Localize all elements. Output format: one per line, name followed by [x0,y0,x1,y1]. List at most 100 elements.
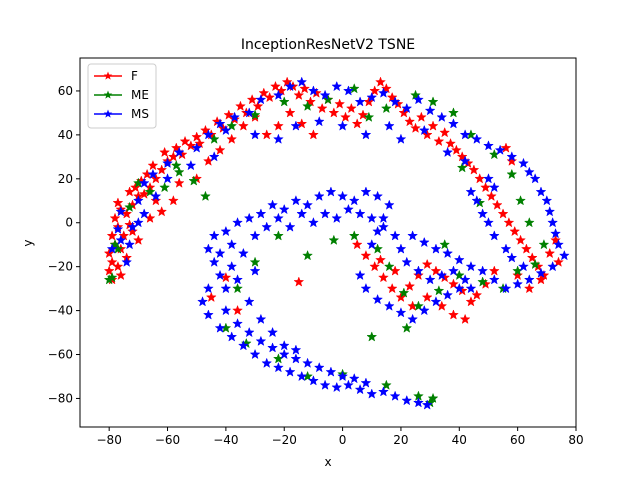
data-point-ms [354,383,366,395]
data-point-f [264,91,276,103]
data-point-f [226,133,238,144]
data-point-ms [395,243,407,254]
data-point-ms [465,282,477,294]
chart-legend: F ME MS [87,63,157,129]
data-point-me [302,249,314,261]
data-point-f [421,258,433,270]
data-point-ms [202,129,214,140]
data-point-ms [331,381,343,393]
data-point-f [465,296,477,307]
data-point-ms [208,151,220,162]
data-point-ms [307,85,319,96]
data-point-ms [383,199,395,210]
data-point-ms [132,195,144,206]
data-point-f [252,100,264,111]
legend-marker [103,71,113,80]
data-point-me [232,282,243,294]
data-point-f [375,76,386,87]
data-point-me [477,276,489,287]
data-point-f [103,265,115,276]
data-point-ms [413,265,424,276]
data-point-ms [413,94,424,105]
data-point-ms [471,133,483,144]
data-point-ms [488,274,500,285]
data-point-ms [500,282,512,294]
data-point-ms [325,186,337,197]
data-point-ms [243,212,255,223]
data-point-ms [272,133,284,144]
data-points-layer [103,76,570,410]
data-point-ms [500,243,512,254]
data-point-ms [383,300,395,311]
data-point-f [299,83,311,94]
legend-box [87,63,157,129]
data-point-ms [278,340,290,351]
data-point-ms [506,151,518,162]
data-point-f [515,234,526,245]
data-point-me [380,379,392,390]
data-point-f [296,118,308,129]
data-point-f [191,131,203,142]
data-point-ms [267,342,278,353]
data-point-f [159,146,171,158]
data-point-f [351,118,363,129]
data-point-ms [243,326,255,338]
legend-label: MS [131,107,149,121]
data-point-ms [106,243,118,254]
data-point-ms [325,366,337,377]
data-point-me [538,238,550,250]
data-point-ms [512,278,524,289]
data-point-ms [296,208,308,219]
data-point-ms [243,296,255,307]
data-point-ms [541,195,553,206]
data-point-f [237,120,249,131]
data-point-ms [448,118,459,129]
data-point-f [214,144,226,155]
data-point-me [170,159,182,171]
data-point-ms [208,256,220,267]
data-point-f [150,195,162,206]
data-point-f [369,260,381,272]
data-point-f [386,91,398,103]
data-point-ms [436,269,448,281]
data-point-ms [302,199,314,210]
data-point-f [305,96,316,107]
data-point-ms [173,146,185,158]
data-point-f [550,234,562,245]
data-point-f [340,111,351,122]
data-point-ms [342,203,354,215]
y-axis-ticks: −80 −60 −40 −20 0 20 40 60 [48,84,80,405]
data-point-ms [477,265,489,276]
data-point-me [348,230,360,241]
data-point-ms [243,107,255,118]
data-point-ms [342,379,354,390]
x-tick-label: −60 [155,433,180,447]
data-point-f [468,164,480,175]
data-point-f [459,313,471,324]
data-point-f [272,120,284,131]
data-point-f [500,142,512,153]
data-point-f [194,137,206,149]
data-point-f [261,129,273,140]
data-point-f [375,254,386,265]
data-point-ms [471,195,483,206]
data-point-ms [483,140,494,151]
data-point-ms [272,361,284,373]
data-point-ms [360,129,372,140]
data-point-ms [261,221,273,232]
data-point-f [506,155,518,166]
data-point-ms [191,142,203,153]
legend-entry-f: F [94,69,138,83]
data-point-ms [331,80,343,92]
data-point-ms [296,76,308,87]
data-point-ms [401,394,413,406]
data-point-ms [232,318,243,329]
data-point-me [328,234,340,245]
data-point-f [430,265,442,276]
data-point-ms [535,267,547,278]
data-point-ms [290,353,302,364]
data-point-f [106,256,118,267]
data-point-ms [488,230,500,241]
data-point-me [200,190,211,201]
y-axis-label: y [21,239,35,246]
